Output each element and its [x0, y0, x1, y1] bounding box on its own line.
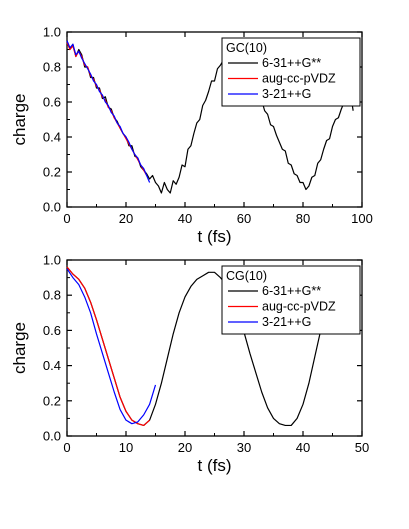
y-tick-label: 0.6	[43, 323, 61, 338]
x-tick-label: 100	[351, 211, 373, 226]
y-tick-label: 0.2	[43, 393, 61, 408]
legend-entry: aug-cc-pVDZ	[262, 300, 336, 314]
y-tick-label: 0.8	[43, 288, 61, 303]
x-tick-label: 20	[178, 440, 192, 455]
y-tick-label: 0.8	[43, 60, 61, 75]
x-axis-label: t (fs)	[198, 456, 232, 475]
x-tick-label: 30	[237, 440, 251, 455]
legend-entry: aug-cc-pVDZ	[262, 72, 336, 86]
y-tick-label: 1.0	[43, 25, 61, 40]
y-tick-label: 0.4	[43, 358, 61, 373]
y-tick-label: 0.2	[43, 165, 61, 180]
x-tick-label: 50	[355, 440, 369, 455]
x-tick-label: 0	[63, 211, 70, 226]
y-tick-label: 1.0	[43, 253, 61, 268]
legend-entry: 3-21++G	[262, 87, 311, 101]
series-line-aug-cc-pvdz	[66, 266, 151, 427]
legend-entry: 6-31++G**	[262, 284, 321, 298]
x-tick-label: 20	[119, 211, 133, 226]
x-axis-label: t (fs)	[198, 227, 232, 246]
series-line-3-21-g	[66, 268, 157, 425]
y-tick-label: 0.6	[43, 95, 61, 110]
series-line-3-21-g	[66, 40, 151, 183]
y-axis-label: charge	[10, 94, 29, 146]
legend-entry: 6-31++G**	[262, 56, 321, 70]
legend-entry: 3-21++G	[262, 315, 311, 329]
legend-title: CG(10)	[226, 269, 267, 283]
y-tick-label: 0.0	[43, 200, 61, 215]
x-tick-label: 10	[119, 440, 133, 455]
x-tick-label: 40	[178, 211, 192, 226]
x-tick-label: 0	[63, 440, 70, 455]
legend-box	[221, 265, 361, 335]
chart-cg10: 0 10 20 30 40 50 0.0 0.2 0.4 0.6 0.8 1.0 t (fs) charg…	[10, 253, 369, 476]
x-tick-label: 80	[296, 211, 310, 226]
chart-gc10: 0 20 40 60 80 100 0.0 0.2 0.4 0.6 0.8 1.0 t (fs) char…	[10, 25, 373, 247]
legend-box	[221, 37, 361, 107]
y-tick-label: 0.4	[43, 130, 61, 145]
legend-title: GC(10)	[226, 41, 267, 55]
x-tick-label: 60	[237, 211, 251, 226]
y-axis-label: charge	[10, 322, 29, 374]
y-tick-label: 0.0	[43, 429, 61, 444]
x-tick-label: 40	[296, 440, 310, 455]
